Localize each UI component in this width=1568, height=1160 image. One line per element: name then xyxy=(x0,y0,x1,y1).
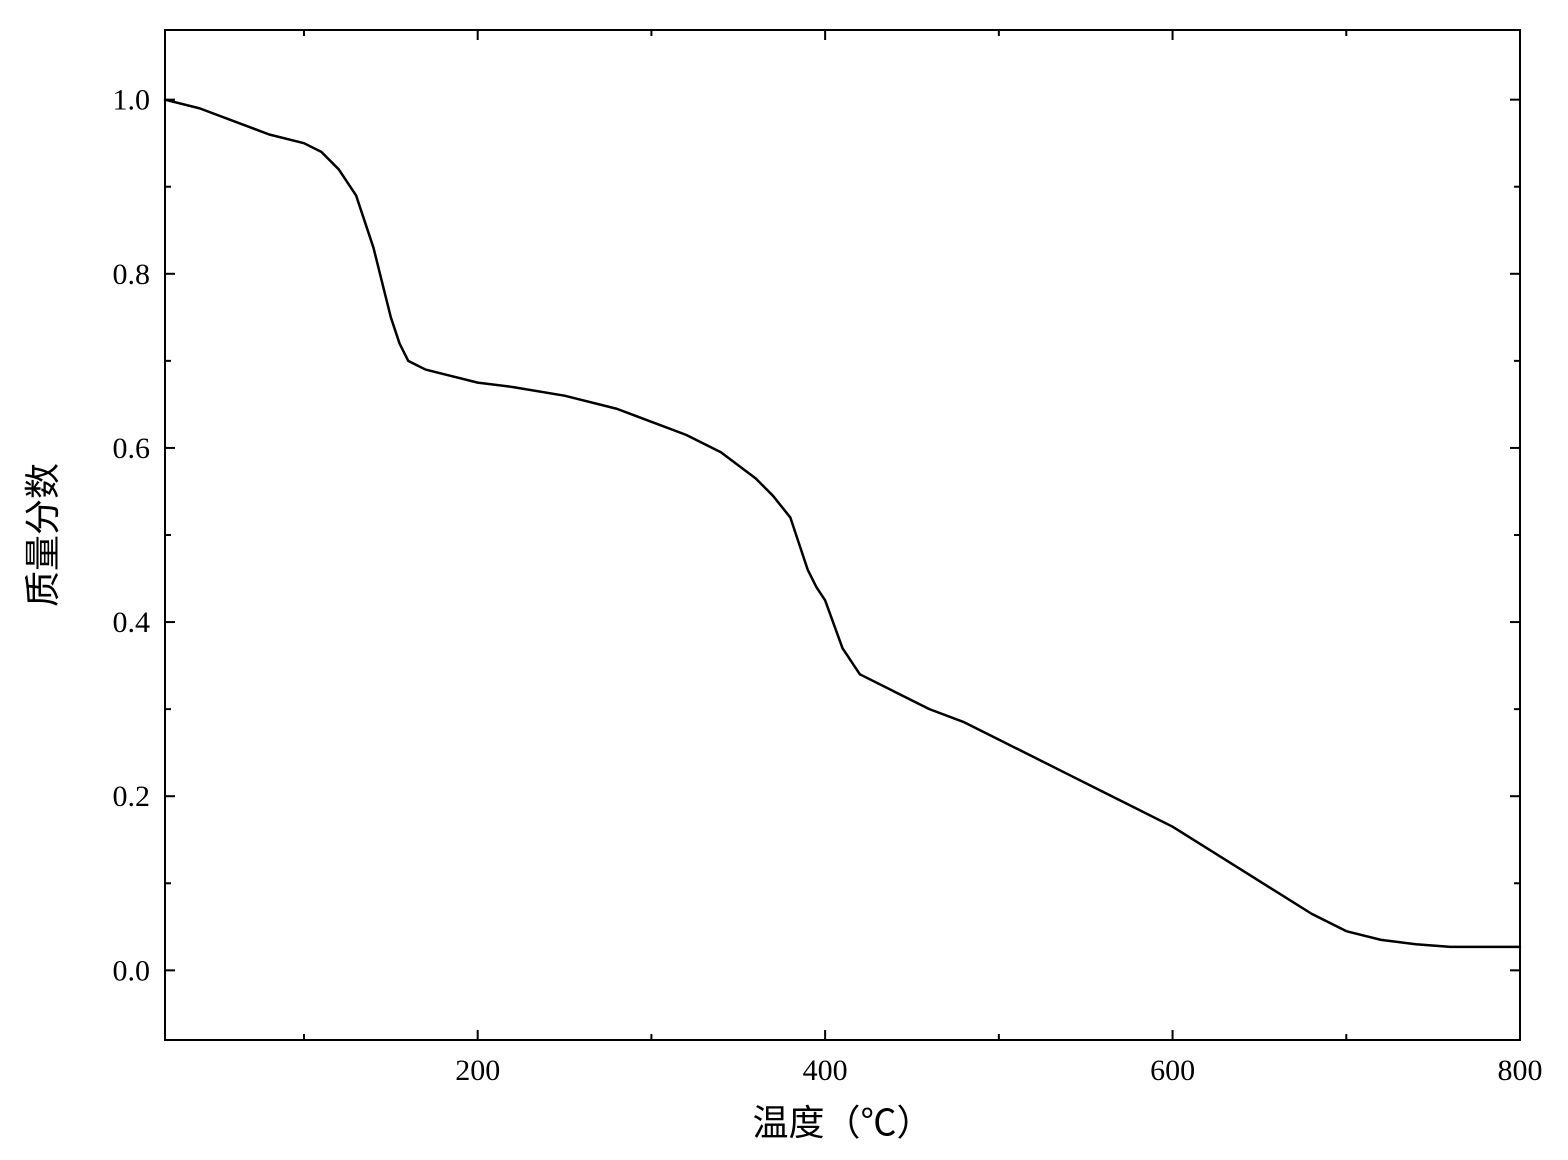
y-axis-label: 质量分数 xyxy=(23,463,63,607)
tga-chart: 200 400 600 800 0.0 0.2 0.4 0.6 0.8 1.0 温度（℃） 质量分数 xyxy=(0,0,1568,1160)
y-tick-label: 0.0 xyxy=(113,954,151,987)
y-tick-label: 0.2 xyxy=(113,780,151,813)
chart-svg: 200 400 600 800 0.0 0.2 0.4 0.6 0.8 1.0 温度（℃） 质量分数 xyxy=(0,0,1568,1160)
x-axis-label: 温度（℃） xyxy=(752,1103,932,1143)
y-tick-label: 1.0 xyxy=(113,84,151,117)
y-tick-label: 0.6 xyxy=(113,432,151,465)
y-tick-label: 0.8 xyxy=(113,258,151,291)
y-tick-label: 0.4 xyxy=(113,606,151,639)
x-tick-label: 400 xyxy=(803,1054,848,1087)
x-tick-label: 600 xyxy=(1150,1054,1195,1087)
x-tick-label: 200 xyxy=(455,1054,500,1087)
x-tick-label: 800 xyxy=(1498,1054,1543,1087)
